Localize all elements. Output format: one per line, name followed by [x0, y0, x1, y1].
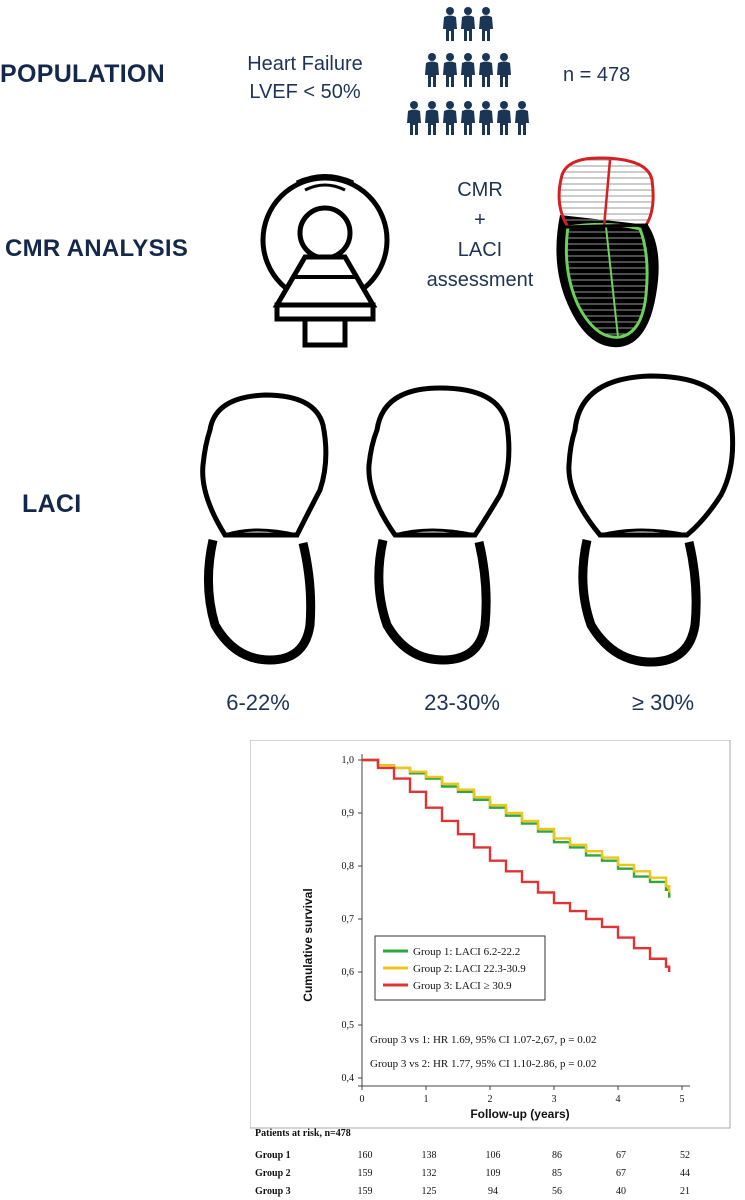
chart-axes: 0,4 0,5 0,6 0,7 0,8 0,9 1,0 0 1 2 3 4 5: [342, 754, 690, 1105]
x-tick-label: 4: [616, 1094, 621, 1105]
y-tick-label: 0,5: [342, 1020, 355, 1031]
laci-range-3: ≥ 30%: [631, 690, 695, 715]
risk-cell: 106: [485, 1150, 501, 1161]
x-axis-label: Follow-up (years): [470, 1107, 569, 1121]
cmr-line1: CMR: [457, 179, 503, 201]
kaplan-meier-chart: 0,4 0,5 0,6 0,7 0,8 0,9 1,0 0 1 2 3 4 5 Group 1: LAC…: [250, 740, 731, 1129]
risk-cell: 159: [357, 1186, 373, 1197]
chart-series: [362, 758, 671, 972]
risk-cell: 132: [421, 1168, 437, 1179]
x-tick-label: 2: [488, 1094, 493, 1105]
risk-cell: 44: [680, 1168, 690, 1179]
condition-line1: Heart Failure: [247, 53, 363, 75]
heart-segmentation-icon: [556, 156, 659, 348]
risk-cell: 159: [357, 1168, 373, 1179]
risk-cell: 160: [357, 1150, 373, 1161]
table-row: Group 3 159 125 94 56 40 21: [255, 1186, 725, 1200]
x-tick-label: 5: [680, 1094, 685, 1105]
risk-cell: 125: [421, 1186, 437, 1197]
legend-label-group-1: Group 1: LACI 6.2-22.2: [413, 946, 520, 958]
condition-line2: LVEF < 50%: [249, 81, 361, 103]
y-tick-label: 0,7: [342, 914, 355, 925]
cmr-line2: +: [474, 209, 486, 231]
annotation-2: Group 3 vs 2: HR 1.77, 95% CI 1.10-2.86,…: [370, 1058, 597, 1070]
people-row-1: [443, 7, 493, 41]
risk-cell: 138: [421, 1150, 437, 1161]
risk-cell: 56: [552, 1186, 562, 1197]
annotation-1: Group 3 vs 1: HR 1.69, 95% CI 1.07-2,67,…: [370, 1034, 597, 1046]
laci-heart-large: [566, 373, 736, 667]
risk-cell: 67: [616, 1150, 626, 1161]
cmr-line4: assessment: [426, 269, 534, 291]
laci-range-1: 6-22%: [226, 690, 290, 715]
y-tick-label: 0,9: [342, 808, 355, 819]
population-label: POPULATION: [0, 60, 166, 88]
risk-group-label: Group 1: [255, 1150, 291, 1161]
risk-cell: 86: [552, 1150, 562, 1161]
table-row: Group 2 159 132 109 85 67 44: [255, 1168, 725, 1182]
risk-cell: 94: [488, 1186, 498, 1197]
y-tick-label: 0,4: [342, 1073, 355, 1084]
y-tick-label: 0,8: [342, 861, 355, 872]
survival-curve-group-2: [362, 758, 671, 893]
laci-label: LACI: [22, 490, 82, 518]
laci-heart-small: [200, 392, 329, 665]
mri-scanner-icon: [260, 174, 390, 348]
laci-range-2: 23-30%: [424, 690, 500, 715]
risk-cell: 67: [616, 1168, 626, 1179]
population-condition: Heart Failure LVEF < 50%: [225, 50, 385, 106]
risk-cell: 85: [552, 1168, 562, 1179]
risk-group-label: Group 2: [255, 1168, 291, 1179]
risk-cell: 40: [616, 1186, 626, 1197]
risk-cell: 52: [680, 1150, 690, 1161]
population-n: n = 478: [563, 64, 631, 86]
cmr-analysis-label: CMR ANALYSIS: [5, 235, 189, 262]
y-tick-label: 1,0: [342, 755, 355, 766]
legend-label-group-2: Group 2: LACI 22.3-30.9: [413, 963, 526, 975]
people-row-2: [425, 53, 511, 87]
survival-curve-group-3: [362, 758, 671, 972]
x-tick-label: 1: [424, 1094, 429, 1105]
cmr-description: CMR + LACI assessment: [410, 175, 550, 295]
y-axis-label: Cumulative survival: [301, 888, 315, 1001]
cmr-line3: LACI: [457, 239, 503, 261]
chart-legend: Group 1: LACI 6.2-22.2 Group 2: LACI 22.3…: [383, 946, 526, 992]
x-tick-label: 0: [360, 1094, 365, 1105]
laci-heart-medium: [366, 385, 512, 665]
risk-table-title: Patients at risk, n=478: [255, 1128, 351, 1139]
legend-label-group-3: Group 3: LACI ≥ 30.9: [413, 980, 512, 992]
risk-cell: 109: [485, 1168, 501, 1179]
y-tick-label: 0,6: [342, 967, 355, 978]
risk-group-label: Group 3: [255, 1186, 291, 1197]
risk-cell: 21: [680, 1186, 690, 1197]
x-tick-label: 3: [552, 1094, 557, 1105]
people-row-3: [407, 101, 529, 135]
table-row: Group 1 160 138 106 86 67 52: [255, 1150, 725, 1164]
people-group-icon: [407, 7, 529, 135]
